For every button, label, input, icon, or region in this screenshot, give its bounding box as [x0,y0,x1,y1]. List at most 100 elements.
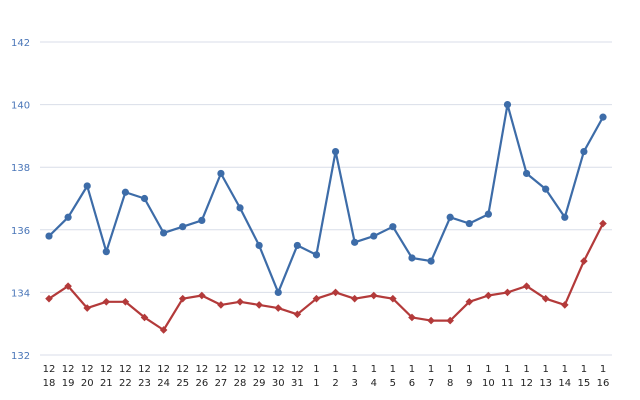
x-tick-label-day: 24 [157,378,170,389]
x-tick-label-day: 30 [272,378,285,389]
grid-layer [40,41,612,356]
series-2-point [369,291,378,300]
series-2-line [47,222,605,332]
x-tick-label-month: 1 [504,364,510,375]
series-2-point [178,294,187,303]
series-1-point [140,194,149,203]
series-1-point [217,169,225,178]
series-1-point [561,213,569,221]
x-tick-label-month: 12 [157,364,170,375]
x-tick-label-month: 1 [562,364,568,375]
y-tick-label: 132 [11,351,30,362]
series-1-point [121,188,130,196]
x-tick-label-day: 9 [466,378,472,389]
series-1-line [47,103,605,294]
series-2-point [541,294,550,303]
series-1-point [503,101,512,109]
x-tick-label-day: 2 [332,378,338,389]
series-1-point [236,204,244,212]
series-2-point [312,294,321,303]
x-tick-label-month: 12 [138,364,151,375]
x-tick-label-day: 5 [390,378,396,389]
series-2-point [427,316,435,325]
x-tick-label-day: 10 [482,378,495,389]
x-tick-label-day: 23 [138,378,151,389]
x-tick-label-month: 1 [523,364,529,375]
series-1-point [255,241,263,250]
series-1-point [293,241,301,250]
x-tick-label-month: 1 [332,364,338,375]
series-1-point [83,182,91,190]
series-2-point [408,313,416,322]
x-tick-label-month: 1 [409,364,415,375]
x-tick-label-month: 1 [600,364,606,375]
series-1-point [274,288,282,296]
series-1-point [580,147,588,156]
x-tick-label-day: 16 [597,378,610,389]
series-1-point [160,229,168,237]
x-tick-label-month: 12 [176,364,189,375]
series-1-point [446,213,454,221]
x-tick-label-day: 18 [43,378,56,389]
series-2-point [121,297,130,306]
x-tick-label-day: 3 [351,378,357,389]
series-2 [45,219,607,334]
series-1-point [389,223,397,231]
y-axis: 132 134 136 138 140 142 [11,38,30,362]
x-tick-label-month: 12 [234,364,247,375]
series-1-point [465,219,473,228]
series-2-point [64,282,72,290]
series-1-point [599,113,607,121]
x-tick-label-month: 12 [62,364,75,375]
series-2-point [446,316,454,325]
x-tick-label-month: 1 [351,364,357,375]
x-tick-label-month: 12 [215,364,228,375]
x-tick-label-month: 12 [253,364,266,375]
series-1-point [179,223,187,231]
series-2-point [255,301,263,309]
y-tick-label: 140 [11,101,30,112]
x-tick-label-month: 12 [119,364,132,375]
series-2-point [503,288,512,297]
x-tick-label-day: 8 [447,378,453,389]
series-1-point [484,210,492,218]
x-tick-label-day: 4 [371,378,377,389]
x-tick-label-day: 27 [215,378,228,389]
series-2-point [522,282,531,290]
series-2-point [465,297,474,306]
series-1-point [351,238,359,246]
series-1-point [522,169,531,178]
series-2-point [389,294,397,303]
series-1 [45,101,607,296]
series-2-point [83,304,92,312]
series-2-point [140,313,149,322]
x-tick-label-month: 1 [447,364,453,375]
series-2-point [350,294,359,303]
series-1-point [370,232,378,240]
series-2-point [198,291,206,300]
x-tick-label-day: 26 [195,378,208,389]
series-1-point [102,248,110,256]
x-tick-label-month: 1 [390,364,396,375]
series-2-point [236,297,244,306]
y-tick-label: 142 [11,38,30,49]
series-1-point [64,213,72,221]
x-tick-label-day: 7 [428,378,434,389]
x-tick-label-month: 1 [371,364,377,375]
x-tick-label-day: 14 [558,378,571,389]
x-tick-label-day: 29 [253,378,266,389]
x-tick-label-day: 19 [62,378,75,389]
y-tick-label: 136 [11,226,30,237]
x-tick-label-month: 1 [313,364,319,375]
x-tick-label-day: 25 [176,378,189,389]
x-tick-label-day: 15 [578,378,591,389]
x-tick-label-day: 13 [539,378,552,389]
series-2-point [484,291,493,300]
x-tick-label-month: 12 [43,364,56,375]
x-tick-label-day: 1 [313,378,319,389]
x-tick-label-month: 1 [543,364,549,375]
y-tick-label: 138 [11,163,30,174]
series-1-point [45,232,53,240]
series-1-point [331,147,340,156]
